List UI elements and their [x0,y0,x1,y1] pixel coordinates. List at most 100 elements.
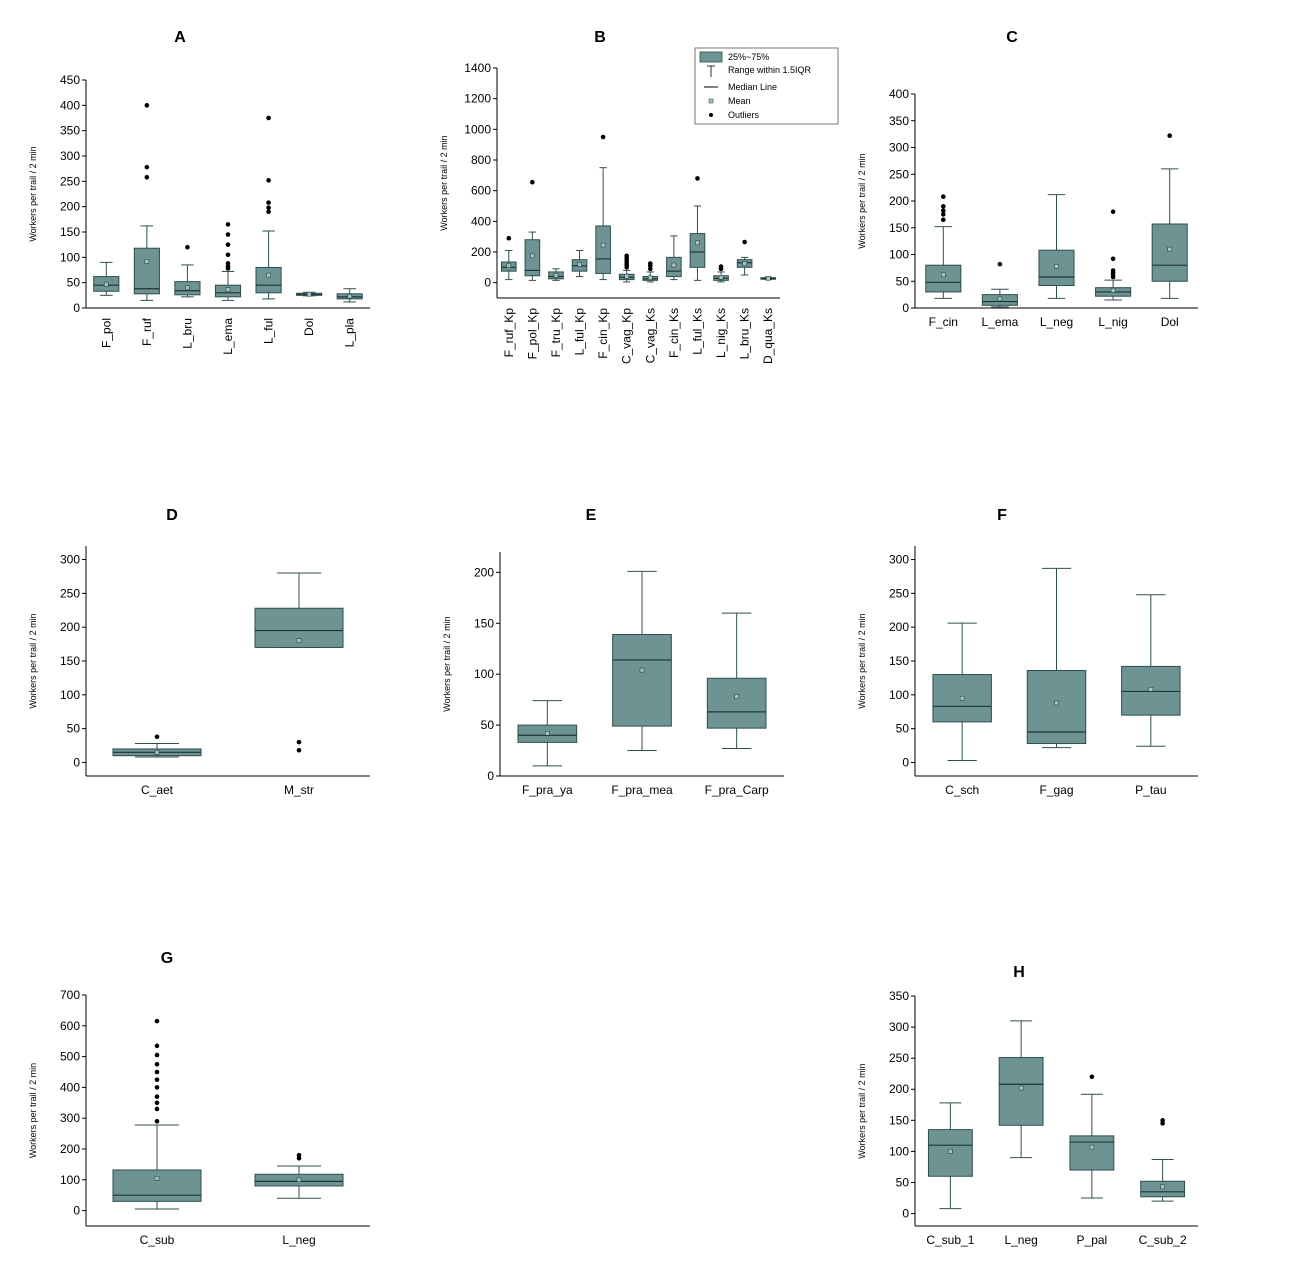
x-category-label: F_pra_mea [611,783,673,797]
y-tick-label: 150 [889,221,909,235]
x-category-label: L_neg [1004,1233,1037,1247]
outlier-point [225,232,231,237]
mean-marker [154,1176,160,1181]
panel-e: E 0 50 100 150 200 Workers per trail / 2 min F_… [442,507,784,797]
iqr-box [1151,223,1188,282]
x-category-label: L_ema [221,318,235,355]
y-axis-label: Workers per trail / 2 min [439,135,449,230]
mean-marker [225,287,231,293]
x-category-label: D_qua_Ks [761,308,775,364]
mean-marker [577,262,582,267]
legend: 25%~75% Range within 1.5IQR Median Line Mea… [694,47,839,125]
panel-g: G 0 100 200 300 400 500 600 700 Workers per trail… [28,950,370,1247]
y-tick-label: 150 [60,654,80,668]
box-l-neg: L_neg [254,1152,344,1247]
y-tick-label: 0 [487,769,494,783]
outlier-point [296,747,302,753]
outlier-point [941,217,946,223]
box-c-sch: C_sch [932,622,992,797]
outlier-point [185,244,190,250]
box-l-ful-ks: L_ful_Ks [689,176,706,355]
y-tick-label: 200 [889,1082,909,1096]
box-m-str: M_str [254,572,344,797]
mean-marker [545,730,550,736]
y-tick-label: 600 [60,1019,80,1033]
outlier-point [154,1062,160,1067]
mean-marker [104,281,109,287]
legend-swatch-mean [708,98,714,104]
y-tick-label: 100 [60,250,80,264]
mean-marker [718,275,724,280]
y-tick-label: 0 [73,1204,80,1218]
iqr-box [925,264,962,293]
box-f-cin: F_cin [925,194,962,329]
y-tick-label: 700 [60,988,80,1002]
y-tick-label: 400 [889,87,909,101]
iqr-box [1026,669,1087,745]
mean-marker [1167,246,1172,252]
y-tick-label: 800 [471,153,491,167]
mean-marker [734,694,739,699]
mean-marker [639,667,645,673]
box-f-cin-kp: F_cin_Kp [595,134,611,359]
outlier-point [1110,256,1116,262]
y-tick-label: 100 [60,1173,80,1187]
outlier-point [742,239,747,245]
box-f-pra-ya: F_pra_ya [517,700,578,797]
mean-marker [1110,288,1116,293]
mean-marker [185,285,190,290]
outlier-point [296,1152,302,1158]
mean-marker [306,292,312,297]
outlier-point [266,205,271,210]
x-category-label: C_sub [140,1233,175,1247]
mean-marker [959,695,965,701]
box-l-ful-kp: L_ful_Kp [571,249,588,355]
mean-marker [1160,1184,1165,1190]
mean-marker [648,275,653,281]
x-category-label: F_gag [1039,783,1073,797]
box-f-ruf: F_ruf [133,103,160,346]
y-tick-label: 250 [889,167,909,181]
y-tick-label: 1000 [464,122,491,136]
box-l-bru: L_bru [174,244,201,349]
legend-entry: Mean [728,96,751,106]
outlier-point [1110,209,1116,214]
box-f-gag: F_gag [1026,567,1087,797]
x-category-label: C_sub_1 [926,1233,974,1247]
outlier-point [225,242,231,247]
mean-marker [1148,687,1154,692]
outlier-point [225,222,231,227]
panel-title: D [166,507,178,524]
y-tick-label: 350 [60,124,80,138]
box-l-ema: L_ema [982,261,1019,329]
x-category-label: F_cin [929,315,958,329]
box-l-neg: L_neg [1038,194,1075,329]
iqr-box [133,247,160,295]
iqr-box [112,1169,202,1202]
outlier-point [154,1077,160,1082]
outlier-point [530,179,535,185]
box-c-aet: C_aet [112,734,202,797]
y-tick-label: 250 [60,174,80,188]
outlier-point [154,734,160,740]
x-category-label: F_cin_Kp [596,308,610,359]
box-l-ful: L_ful [255,115,282,344]
legend-entry: Outliers [728,110,760,120]
y-tick-label: 0 [484,276,491,290]
panel-b: B 0 200 400 600 800 1000 1200 1400 Workers per tr… [439,29,780,364]
mean-marker [671,262,677,268]
box-c-sub: C_sub [112,1018,202,1247]
panel-title: F [997,507,1007,524]
mean-marker [600,242,606,248]
outlier-point [718,264,724,269]
legend-entry: Median Line [728,82,777,92]
iqr-box [255,266,282,294]
y-tick-label: 150 [60,225,80,239]
outlier-point [647,261,653,266]
y-tick-label: 200 [889,194,909,208]
outlier-point [296,739,302,745]
mean-marker [144,259,150,264]
mean-marker [1054,264,1059,269]
box-c-sub-2: C_sub_2 [1139,1118,1187,1247]
